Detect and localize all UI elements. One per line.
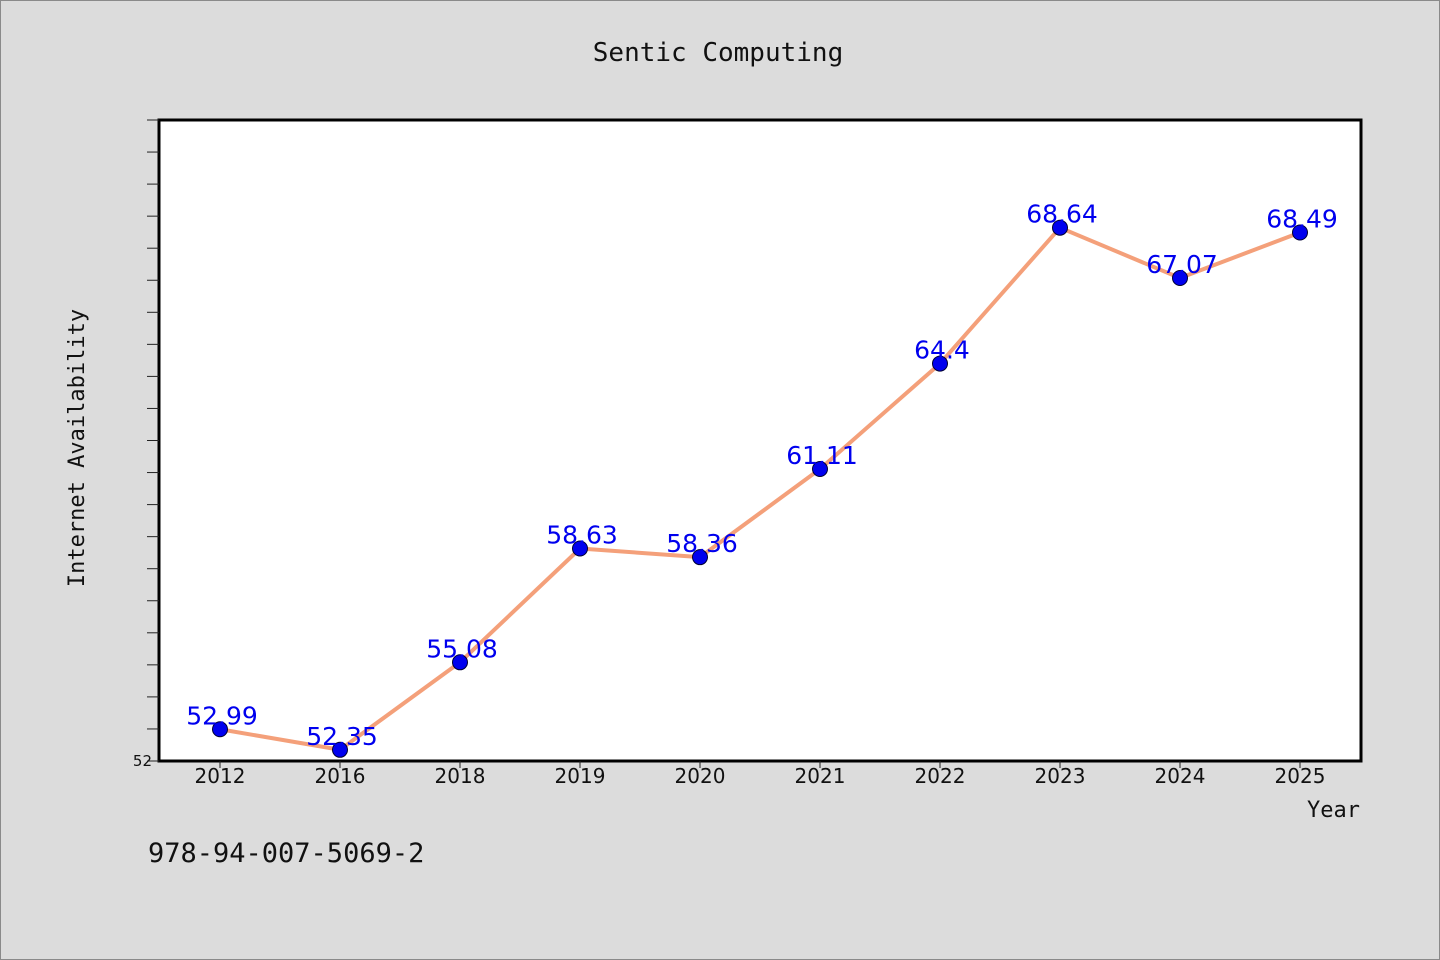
x-tick-label: 2018 [435,764,486,788]
series-labels-group: 52.99 52.35 55.08 58.63 58.36 61.11 64.4 68.64 6… [186,200,1338,751]
series-line-group [219,225,1301,752]
x-tick-label: 2016 [315,764,366,788]
data-point [572,540,588,557]
data-label: 58.63 [546,521,618,550]
y-axis-label: Internet Availability [65,309,90,587]
x-axis-ticks: 2012 2016 2018 2019 2020 2021 2022 2023 2024 2025 [195,761,1326,788]
data-point [692,549,708,566]
data-label: 61.11 [786,441,858,470]
plot-area [157,118,1363,763]
data-label: 67.07 [1146,250,1218,279]
x-tick-label: 2024 [1155,764,1206,788]
data-point [812,461,828,478]
data-label: 55.08 [426,634,498,663]
x-axis-label: Year [1307,798,1360,823]
x-tick-label: 2025 [1275,764,1326,788]
series-line [219,225,1301,752]
data-point [1292,224,1308,241]
data-point [212,721,228,738]
x-tick-label: 2022 [915,764,966,788]
x-tick-label: 2019 [555,764,606,788]
data-label: 52.35 [306,722,378,751]
x-tick-label: 2023 [1035,764,1086,788]
x-tick-label: 2020 [675,764,726,788]
data-point [332,741,348,758]
data-label: 58.36 [666,529,738,558]
y-tick-label: 52 [133,752,152,770]
data-label: 52.99 [186,701,258,730]
data-label: 68.49 [1266,204,1338,233]
x-tick-label: 2012 [195,764,246,788]
data-point [452,654,468,671]
data-point [1052,219,1068,236]
series-points-group [212,219,1308,758]
isbn-text: 978-94-007-5069-2 [148,838,424,869]
chart-title: Sentic Computing [593,38,843,68]
y-axis-ticks: 52 [133,119,159,770]
data-point [932,355,948,372]
data-label: 64.4 [914,336,970,365]
data-point [1172,270,1188,287]
data-label: 68.64 [1026,200,1098,229]
x-tick-label: 2021 [795,764,846,788]
